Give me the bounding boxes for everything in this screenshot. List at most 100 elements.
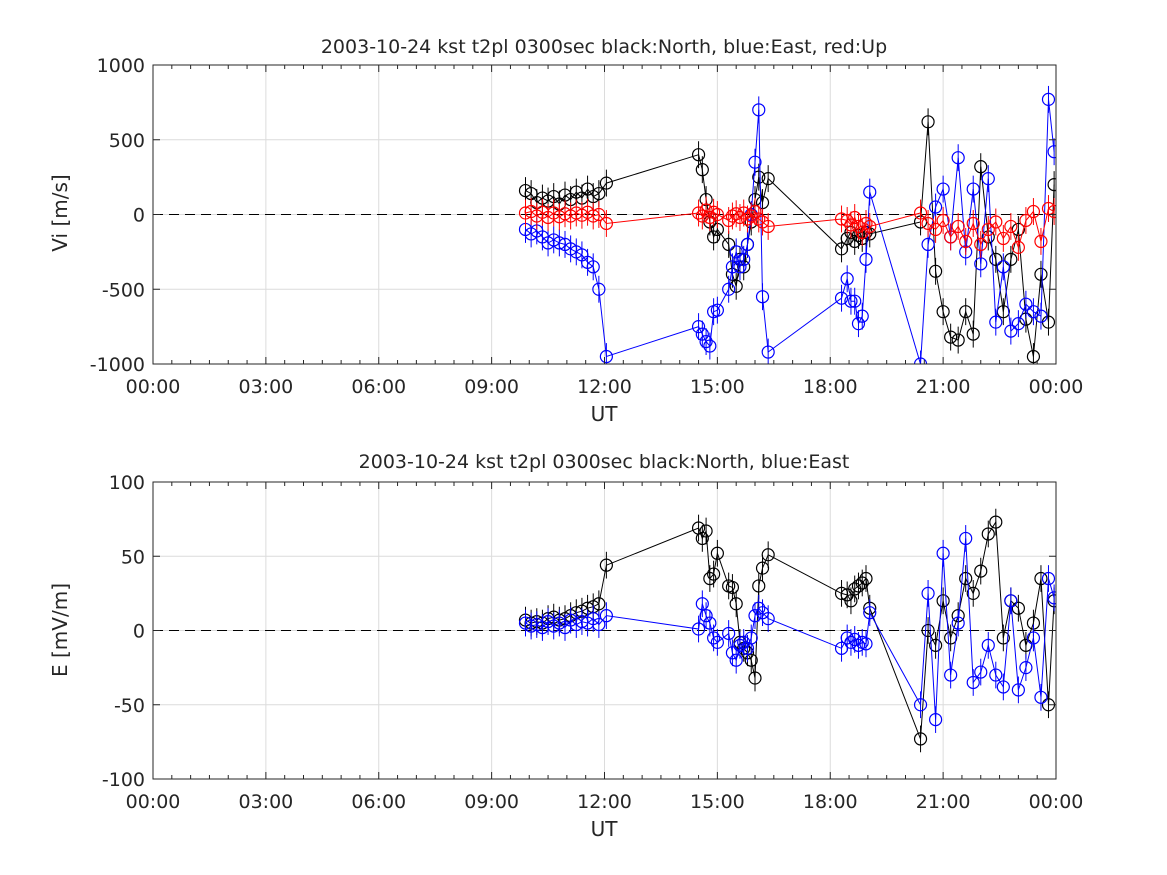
- vi-data-point: [844, 294, 858, 308]
- e-data-point: [981, 638, 995, 652]
- vi-data-point: [752, 103, 766, 117]
- vi-data-point: [928, 200, 943, 214]
- vi-data-point: [951, 333, 965, 347]
- vi-data-point: [989, 252, 1003, 266]
- vi-data-point: [729, 207, 743, 221]
- e-data-point: [710, 546, 724, 560]
- vi-data-point: [761, 172, 775, 186]
- vi-data-point: [592, 282, 606, 296]
- vi-data-point: [761, 219, 775, 234]
- e-x-tick-label: 18:00: [803, 791, 858, 813]
- e-data-point: [996, 631, 1010, 645]
- e-y-tick-label: 0: [133, 621, 145, 643]
- e-data-point: [944, 668, 958, 682]
- e-grid: [153, 482, 1056, 779]
- vi-data-point: [695, 327, 709, 341]
- vi-data-point: [599, 349, 613, 364]
- e-data-point: [1019, 661, 1033, 675]
- vi-data-point: [1041, 92, 1056, 106]
- vi-data-point: [974, 160, 988, 174]
- vi-data-point: [1026, 305, 1041, 319]
- e-data-point: [1011, 601, 1025, 615]
- vi-data-point: [752, 212, 766, 226]
- e-x-tick-label: 21:00: [916, 791, 971, 813]
- vi-data-point: [691, 320, 706, 334]
- vi-data-point: [1026, 349, 1041, 364]
- e-data-point: [921, 623, 935, 638]
- e-data-point: [855, 576, 869, 590]
- e-data-point: [729, 597, 743, 611]
- vi-data-point: [966, 216, 980, 231]
- e-axes: 00:00 03:00 06:00 09:00 12:00 15:00 18:00 21:00…: [102, 472, 1084, 813]
- vi-data-point: [921, 237, 935, 251]
- vi-data-point: [755, 290, 770, 304]
- vi-data-point: [729, 279, 743, 293]
- e-data-point: [725, 646, 740, 660]
- vi-data-point: [1034, 267, 1048, 281]
- vi-data-point: [966, 327, 980, 341]
- vi-data-point: [936, 182, 950, 196]
- vi-data-point: [586, 260, 600, 274]
- e-data-point: [951, 616, 965, 630]
- vi-axes: 00:00 03:00 06:00 09:00 12:00 15:00 18:00 21:00…: [90, 55, 1084, 398]
- vi-data-point: [981, 222, 995, 237]
- e-data-point: [744, 653, 758, 667]
- e-x-tick-label: 12:00: [577, 791, 632, 813]
- e-data-point: [761, 548, 775, 562]
- e-x-tick-label: 00:00: [1029, 791, 1084, 813]
- e-data-point: [599, 609, 613, 623]
- vi-data-point: [959, 234, 973, 249]
- vi-data-point: [1047, 145, 1056, 159]
- e-data-point: [844, 635, 858, 649]
- e-data-point: [691, 622, 706, 636]
- e-y-tick-label: 50: [121, 546, 145, 568]
- vi-data-point: [729, 245, 743, 259]
- e-data-point: [1034, 690, 1048, 704]
- vi-data-point: [733, 260, 747, 274]
- e-data-point: [729, 653, 743, 667]
- vi-data-point: [1034, 309, 1048, 323]
- vi-data-point: [744, 209, 758, 223]
- e-x-tick-label: 00:00: [126, 791, 181, 813]
- vi-x-tick-label: 00:00: [126, 376, 181, 398]
- vi-panel: 2003-10-24 kst t2pl 0300sec black:North,…: [48, 36, 1083, 426]
- vi-data-point: [981, 172, 995, 186]
- e-data-point: [695, 531, 709, 546]
- vi-data-point: [974, 237, 988, 251]
- e-data-point: [599, 558, 613, 572]
- vi-data-point: [1047, 204, 1056, 219]
- vi-data-point: [996, 231, 1010, 246]
- vi-x-tick-label: 15:00: [690, 376, 745, 398]
- vi-data-point: [840, 272, 854, 286]
- e-data-point: [859, 571, 873, 586]
- e-y-tick-label: -100: [102, 769, 145, 791]
- e-data-point: [959, 571, 973, 586]
- e-data-point: [1011, 683, 1025, 697]
- vi-data-point: [928, 264, 943, 278]
- e-data-point: [748, 609, 762, 623]
- vi-data-point: [592, 186, 606, 201]
- vi-data-point: [722, 237, 736, 251]
- vi-data-point: [844, 218, 858, 232]
- e-series-group: [518, 508, 1056, 753]
- vi-data-point: [851, 317, 866, 331]
- e-data-point: [936, 546, 950, 560]
- e-data-point: [989, 668, 1003, 682]
- vi-y-axis-label: Vi [m/s]: [48, 174, 72, 251]
- vi-data-point: [989, 315, 1003, 329]
- e-x-tick-label: 09:00: [464, 791, 519, 813]
- e-data-point: [703, 616, 717, 630]
- vi-data-point: [740, 237, 755, 251]
- vi-data-point: [859, 216, 873, 231]
- vi-data-point: [722, 282, 736, 296]
- e-series-1: [518, 525, 1056, 733]
- e-data-point: [851, 638, 866, 652]
- e-y-tick-label: -50: [114, 695, 145, 717]
- e-data-point: [725, 580, 740, 595]
- vi-x-tick-label: 21:00: [916, 376, 971, 398]
- vi-x-tick-label: 00:00: [1029, 376, 1084, 398]
- e-data-point: [928, 638, 943, 652]
- vi-y-tick-label: 500: [109, 130, 145, 152]
- vi-data-point: [859, 252, 873, 266]
- vi-y-tick-label: 0: [133, 205, 145, 227]
